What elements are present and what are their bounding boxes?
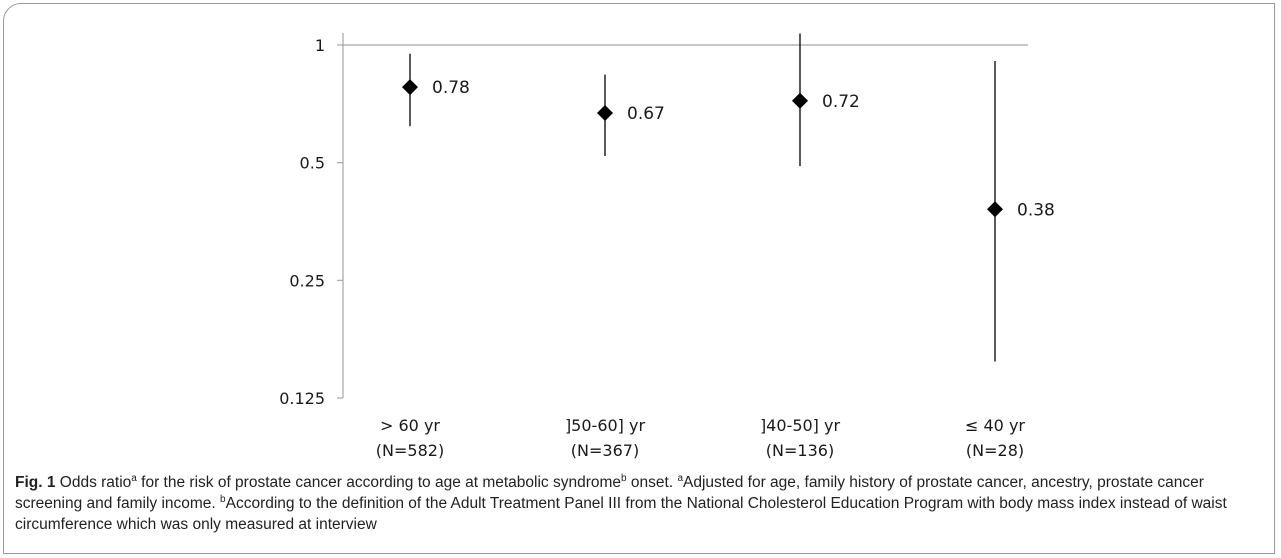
category-label: ]50-60] yr bbox=[565, 416, 646, 435]
footnote-marker-a-def: a bbox=[677, 472, 684, 484]
point-marker bbox=[792, 92, 808, 109]
chart: 1 0.5 0.25 0.125 0.78 0.67 0.72 0.38 > 60 yr (N=5… bbox=[279, 33, 1055, 460]
caption-text-3: onset. bbox=[626, 474, 678, 491]
category-n-label: (N=582) bbox=[376, 441, 444, 460]
data-label: 0.67 bbox=[627, 104, 665, 124]
caption-text-5: According to the definition of the Adult… bbox=[15, 495, 1227, 533]
y-tick-label: 0.125 bbox=[279, 389, 325, 408]
caption-text-1: Odds ratio bbox=[55, 474, 132, 491]
data-label: 0.72 bbox=[822, 92, 860, 112]
category-label: ≤ 40 yr bbox=[965, 416, 1025, 435]
point-marker bbox=[597, 104, 613, 121]
data-label: 0.38 bbox=[1017, 200, 1055, 220]
point-marker bbox=[402, 79, 418, 96]
figure-number: Fig. 1 bbox=[15, 474, 56, 491]
y-tick-label: 1 bbox=[315, 36, 325, 55]
category-label: ]40-50] yr bbox=[760, 416, 841, 435]
y-tick-label: 0.25 bbox=[289, 271, 325, 290]
y-tick-label: 0.5 bbox=[300, 154, 325, 173]
data-label: 0.78 bbox=[432, 78, 470, 98]
figure-frame bbox=[3, 3, 1275, 554]
category-n-label: (N=28) bbox=[966, 441, 1024, 460]
caption-text-2: for the risk of prostate cancer accordin… bbox=[136, 474, 622, 491]
category-n-label: (N=136) bbox=[766, 441, 834, 460]
point-marker bbox=[987, 201, 1003, 218]
category-label: > 60 yr bbox=[380, 416, 440, 435]
footnote-marker-a: a bbox=[131, 472, 137, 484]
caption-text-4: Adjusted for age, family history of pros… bbox=[15, 474, 1204, 512]
category-n-label: (N=367) bbox=[571, 441, 639, 460]
figure-caption: Fig. 1 Odds ratioa for the risk of prost… bbox=[15, 472, 1270, 535]
footnote-marker-b: b bbox=[621, 472, 627, 484]
footnote-marker-b-def: b bbox=[220, 493, 226, 505]
